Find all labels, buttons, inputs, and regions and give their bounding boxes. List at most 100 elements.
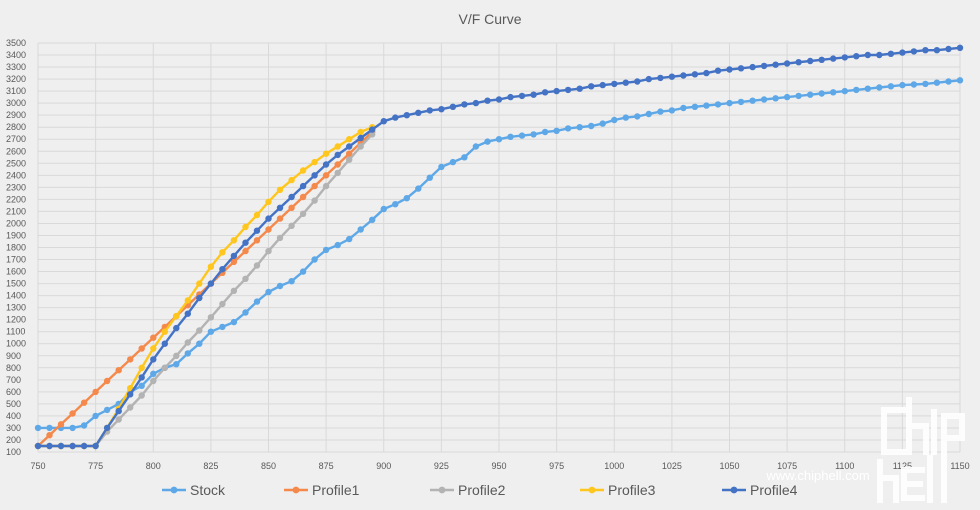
data-point [484, 97, 491, 104]
x-tick-label: 975 [549, 461, 564, 471]
data-point [518, 92, 526, 100]
x-tick-label: 750 [30, 461, 45, 471]
y-tick-label: 1600 [6, 267, 26, 277]
data-point [46, 432, 53, 439]
data-point [127, 404, 134, 411]
x-tick-label: 950 [491, 461, 506, 471]
legend: Stock Profile1 Profile2 Profile3 Profile4 [162, 482, 798, 498]
data-point [34, 442, 42, 450]
data-point [449, 103, 457, 111]
data-point [887, 83, 895, 90]
data-point [219, 249, 226, 256]
data-point [288, 176, 295, 184]
data-point [657, 108, 664, 115]
data-point [322, 150, 330, 157]
data-point [334, 161, 341, 168]
data-point [737, 65, 745, 72]
data-point [288, 278, 295, 285]
data-point [253, 227, 261, 234]
data-point [749, 97, 756, 104]
data-point [334, 169, 341, 177]
y-tick-label: 300 [6, 423, 21, 433]
data-point [311, 256, 318, 263]
y-tick-label: 1200 [6, 315, 26, 325]
data-point [322, 172, 330, 179]
legend-item-profile1: Profile1 [284, 482, 360, 498]
data-point [588, 83, 595, 90]
data-point [150, 334, 157, 341]
data-point [299, 268, 307, 275]
data-point [150, 370, 157, 377]
y-tick-label: 1100 [6, 327, 25, 337]
data-point [184, 339, 191, 346]
data-point [115, 416, 122, 423]
data-point [933, 79, 941, 86]
data-point [161, 340, 168, 347]
data-point [910, 48, 918, 55]
y-tick-label: 2100 [6, 206, 26, 216]
y-axis-tick-labels: 100 200 300 400 500 600 700 800 900 1000 1100 1200 1… [6, 38, 26, 457]
data-point [783, 60, 791, 67]
data-point [242, 275, 249, 282]
x-tick-label: 925 [434, 461, 449, 471]
data-point [276, 282, 284, 290]
data-point [230, 252, 238, 260]
chiphell-logo [877, 397, 965, 503]
y-tick-label: 700 [6, 375, 21, 385]
data-point [818, 90, 825, 97]
data-point [334, 241, 341, 249]
data-point [80, 399, 88, 406]
data-point [807, 91, 814, 98]
legend-label: Profile4 [750, 482, 798, 498]
data-point [853, 53, 860, 60]
y-tick-label: 3500 [6, 38, 26, 48]
x-tick-label: 1100 [835, 461, 854, 471]
data-point [127, 391, 134, 398]
data-point [772, 95, 779, 102]
x-tick-label: 775 [88, 461, 103, 471]
data-point [173, 361, 180, 368]
legend-swatch-marker [588, 486, 596, 494]
data-point [230, 318, 238, 326]
legend-item-stock: Stock [162, 482, 226, 498]
data-point [288, 193, 295, 201]
data-point [127, 385, 134, 392]
data-point [726, 66, 733, 73]
data-point [415, 185, 422, 192]
y-tick-label: 600 [6, 387, 21, 397]
data-point [138, 345, 145, 352]
legend-swatch-marker [438, 486, 446, 494]
data-point [922, 47, 929, 54]
data-point [265, 226, 272, 233]
data-point [795, 92, 802, 100]
data-point [103, 424, 111, 432]
data-point [841, 54, 848, 61]
data-point [449, 158, 457, 166]
data-point [265, 247, 272, 255]
data-point [899, 81, 906, 89]
legend-label: Stock [190, 482, 226, 498]
data-point [876, 84, 883, 91]
data-point [484, 138, 491, 145]
data-point [956, 44, 964, 51]
data-point [357, 134, 364, 142]
data-point [426, 107, 433, 114]
data-point [541, 89, 549, 96]
data-point [864, 51, 871, 59]
data-point [553, 127, 560, 134]
data-point [150, 356, 157, 363]
data-point [853, 86, 860, 94]
x-tick-label: 800 [146, 461, 161, 471]
data-point [438, 163, 445, 171]
data-point [196, 340, 203, 347]
data-point [703, 69, 710, 77]
data-point [207, 328, 215, 335]
data-point [933, 47, 941, 54]
data-point [103, 377, 111, 385]
data-point [311, 172, 318, 179]
data-point [265, 288, 272, 296]
data-point [369, 216, 376, 223]
chart-title: V/F Curve [458, 11, 521, 27]
data-point [392, 201, 399, 208]
